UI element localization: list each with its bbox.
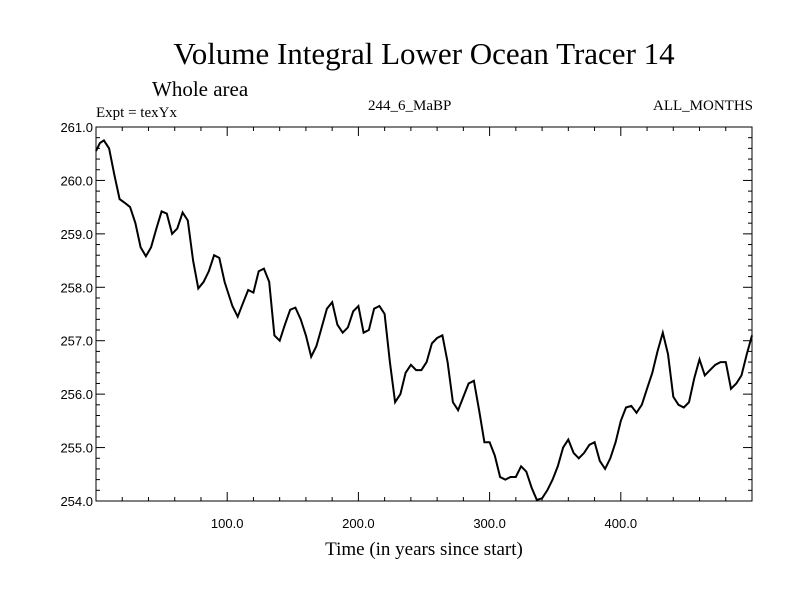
y-axis: 254.0 255.0 256.0 257.0 258.0 259.0 260.0 261.0 — [60, 120, 752, 509]
x-tick-label: 200.0 — [342, 516, 375, 531]
x-tick-label: 300.0 — [473, 516, 506, 531]
y-tick-label: 259.0 — [60, 227, 93, 242]
plot-frame — [95, 126, 753, 502]
y-tick-label: 257.0 — [60, 334, 93, 349]
x-axis: 100.0 200.0 300.0 400.0 — [121, 127, 727, 531]
chart-subtitle: Whole area — [152, 77, 249, 101]
y-tick-label: 261.0 — [60, 120, 93, 135]
x-axis-label: Time (in years since start) — [325, 539, 523, 560]
y-tick-label: 255.0 — [60, 441, 93, 456]
y-tick-label: 260.0 — [60, 173, 93, 188]
y-tick-label: 254.0 — [60, 494, 93, 509]
y-tick-label: 258.0 — [60, 280, 93, 295]
center-label: 244_6_MaBP — [368, 98, 451, 114]
chart-title: Volume Integral Lower Ocean Tracer 14 — [173, 36, 675, 71]
x-tick-label: 400.0 — [605, 516, 638, 531]
series-line — [95, 139, 753, 502]
x-tick-label: 100.0 — [211, 516, 244, 531]
right-label: ALL_MONTHS — [653, 98, 753, 114]
y-tick-label: 256.0 — [60, 387, 93, 402]
experiment-label: Expt = texYx — [96, 105, 177, 121]
